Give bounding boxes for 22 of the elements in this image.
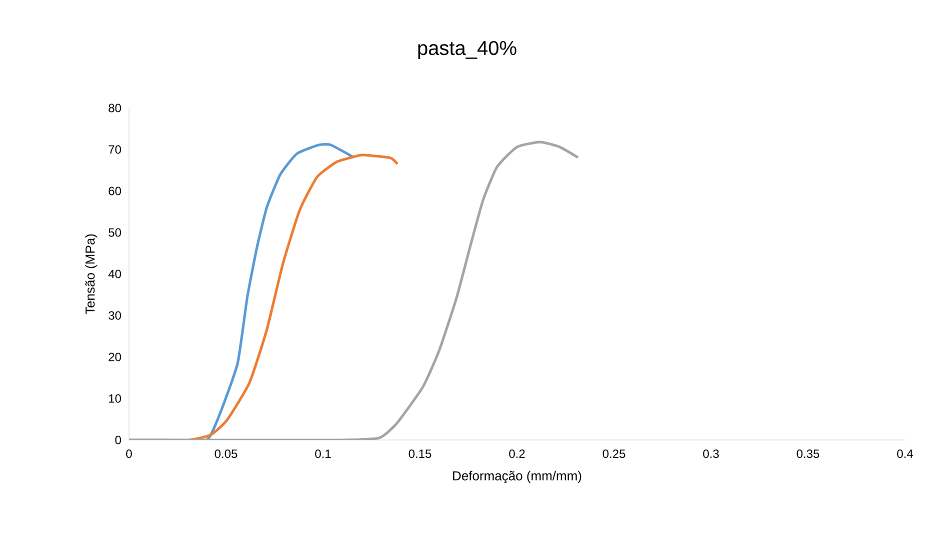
x-tick-label: 0.1: [315, 450, 331, 458]
y-tick-label: 40: [108, 270, 122, 278]
chart-title: pasta_40%: [418, 40, 516, 60]
y-axis-title: Tensão (MPa): [85, 234, 98, 314]
y-tick-label: 0: [115, 436, 122, 444]
x-tick-label: 0.15: [408, 450, 432, 458]
x-tick-label: 0.05: [214, 450, 238, 458]
x-tick-label: 0: [126, 450, 132, 458]
x-tick-label: 0.25: [602, 450, 626, 458]
x-tick-label: 0.4: [897, 450, 913, 458]
x-tick-label: 0.3: [703, 450, 719, 458]
y-tick-label: 80: [108, 104, 122, 112]
y-tick-label: 10: [109, 394, 122, 403]
line-series: [129, 140, 578, 440]
x-tick-label: 0.2: [509, 450, 525, 458]
y-tick-label: 60: [108, 186, 122, 196]
y-tick-label: 30: [108, 311, 122, 320]
y-tick-label: 20: [108, 352, 122, 362]
y-tick-label: 50: [108, 228, 122, 237]
x-axis-title: Deformação (mm/mm): [453, 470, 582, 484]
x-tick-label: 0.35: [796, 450, 820, 458]
y-tick-label: 70: [108, 145, 122, 154]
